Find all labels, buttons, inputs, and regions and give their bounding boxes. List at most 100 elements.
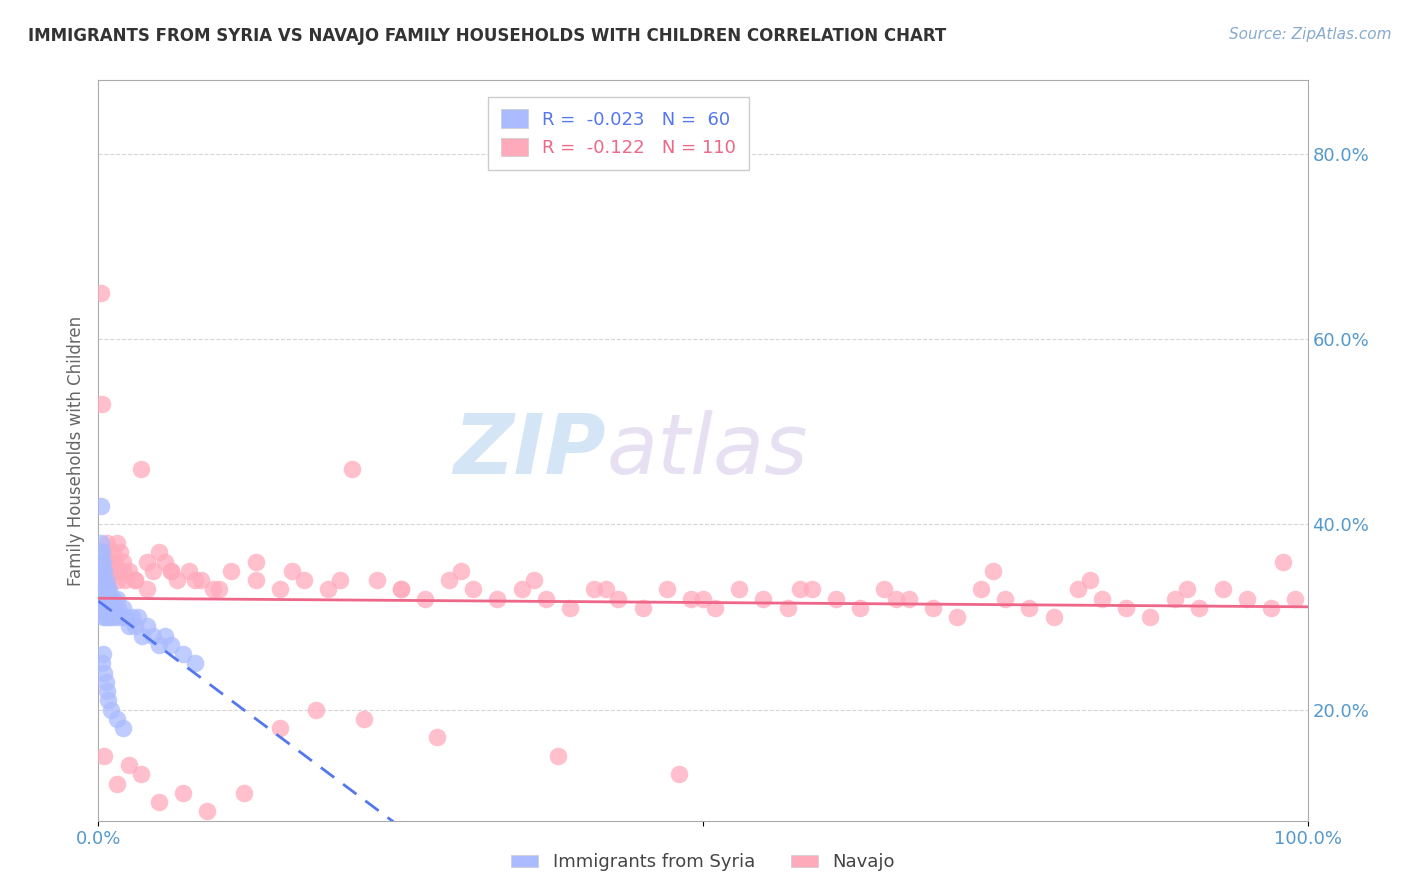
Point	[873, 582, 896, 597]
Point	[93, 582, 115, 597]
Point	[111, 555, 134, 569]
Point	[91, 397, 114, 411]
Point	[342, 462, 364, 476]
Point	[100, 564, 122, 578]
Point	[100, 703, 122, 717]
Point	[463, 582, 485, 597]
Point	[329, 573, 352, 587]
Point	[305, 703, 328, 717]
Point	[101, 591, 124, 606]
Point	[160, 564, 183, 578]
Point	[583, 582, 606, 597]
Point	[534, 591, 557, 606]
Point	[100, 600, 122, 615]
Point	[202, 582, 225, 597]
Point	[89, 564, 111, 578]
Point	[353, 712, 375, 726]
Point	[1272, 555, 1295, 569]
Point	[97, 610, 120, 624]
Point	[184, 573, 207, 587]
Point	[172, 647, 194, 661]
Point	[124, 573, 146, 587]
Point	[1260, 600, 1282, 615]
Point	[90, 555, 112, 569]
Point	[118, 619, 141, 633]
Point	[124, 573, 146, 587]
Point	[135, 582, 157, 597]
Point	[114, 573, 136, 587]
Point	[1018, 600, 1040, 615]
Point	[90, 499, 112, 513]
Y-axis label: Family Households with Children: Family Households with Children	[66, 316, 84, 585]
Point	[118, 758, 141, 772]
Point	[107, 600, 129, 615]
Point	[93, 564, 115, 578]
Point	[105, 536, 128, 550]
Point	[849, 600, 872, 615]
Point	[97, 591, 120, 606]
Point	[776, 600, 799, 615]
Point	[98, 555, 121, 569]
Point	[160, 638, 183, 652]
Point	[94, 591, 117, 606]
Point	[105, 591, 128, 606]
Point	[232, 786, 254, 800]
Point	[103, 600, 125, 615]
Point	[523, 573, 546, 587]
Point	[221, 564, 243, 578]
Point	[704, 600, 727, 615]
Point	[142, 628, 165, 642]
Point	[94, 610, 117, 624]
Point	[108, 610, 131, 624]
Point	[437, 573, 460, 587]
Point	[90, 591, 112, 606]
Point	[91, 657, 114, 671]
Point	[104, 555, 127, 569]
Point	[752, 591, 775, 606]
Legend: R =  -0.023   N =  60, R =  -0.122   N = 110: R = -0.023 N = 60, R = -0.122 N = 110	[488, 96, 749, 169]
Point	[1139, 610, 1161, 624]
Point	[94, 674, 117, 689]
Point	[91, 582, 114, 597]
Point	[800, 582, 823, 597]
Text: IMMIGRANTS FROM SYRIA VS NAVAJO FAMILY HOUSEHOLDS WITH CHILDREN CORRELATION CHAR: IMMIGRANTS FROM SYRIA VS NAVAJO FAMILY H…	[28, 27, 946, 45]
Point	[91, 564, 114, 578]
Point	[91, 600, 114, 615]
Point	[970, 582, 993, 597]
Point	[98, 582, 121, 597]
Point	[148, 638, 170, 652]
Point	[981, 564, 1004, 578]
Point	[1163, 591, 1185, 606]
Point	[96, 582, 118, 597]
Point	[131, 628, 153, 642]
Point	[89, 545, 111, 559]
Point	[269, 721, 291, 735]
Point	[607, 591, 630, 606]
Point	[655, 582, 678, 597]
Point	[245, 573, 267, 587]
Point	[450, 564, 472, 578]
Point	[104, 610, 127, 624]
Point	[547, 748, 569, 763]
Point	[558, 600, 581, 615]
Point	[93, 665, 115, 680]
Point	[1212, 582, 1234, 597]
Point	[426, 731, 449, 745]
Point	[89, 582, 111, 597]
Text: Source: ZipAtlas.com: Source: ZipAtlas.com	[1229, 27, 1392, 42]
Point	[97, 582, 120, 597]
Point	[172, 786, 194, 800]
Point	[679, 591, 702, 606]
Point	[190, 573, 212, 587]
Point	[107, 564, 129, 578]
Point	[148, 795, 170, 809]
Point	[994, 591, 1017, 606]
Point	[692, 591, 714, 606]
Point	[728, 582, 751, 597]
Point	[946, 610, 969, 624]
Point	[195, 805, 218, 819]
Point	[108, 545, 131, 559]
Point	[129, 767, 152, 781]
Point	[107, 573, 129, 587]
Text: atlas: atlas	[606, 410, 808, 491]
